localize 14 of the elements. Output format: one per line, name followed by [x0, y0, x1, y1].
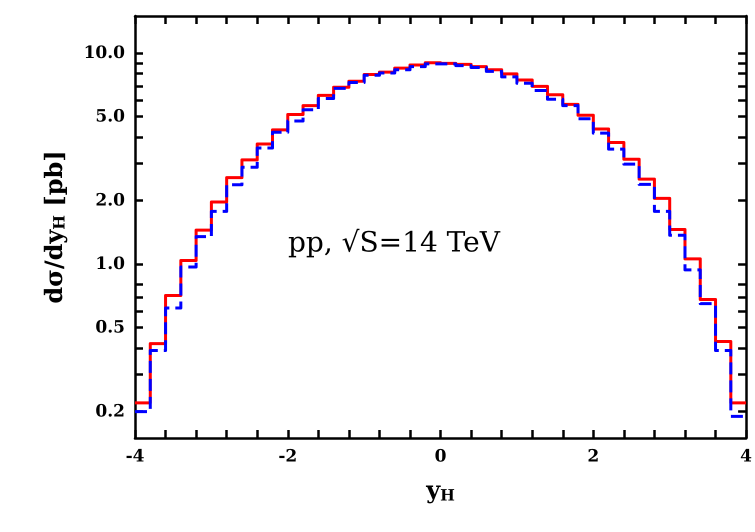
y-tick-label: 1.0 — [95, 254, 126, 274]
y-tick-label: 10.0 — [84, 43, 126, 64]
x-tick-label: -2 — [278, 446, 298, 466]
x-tick-label: -4 — [126, 446, 145, 466]
y-tick-label: 0.5 — [95, 318, 125, 338]
x-axis-title: yH — [425, 474, 456, 504]
y-tick-label: 5.0 — [95, 106, 126, 127]
x-tick-label: 0 — [434, 446, 447, 466]
x-tick-label: 4 — [740, 446, 752, 466]
y-tick-label: 0.2 — [95, 402, 125, 422]
y-tick-label: 2.0 — [95, 190, 126, 211]
y-axis-title: dσ/dyH [pb] — [39, 150, 68, 304]
x-tick-label: 2 — [587, 446, 600, 466]
annotation: pp, √S=14 TeV — [288, 226, 501, 258]
